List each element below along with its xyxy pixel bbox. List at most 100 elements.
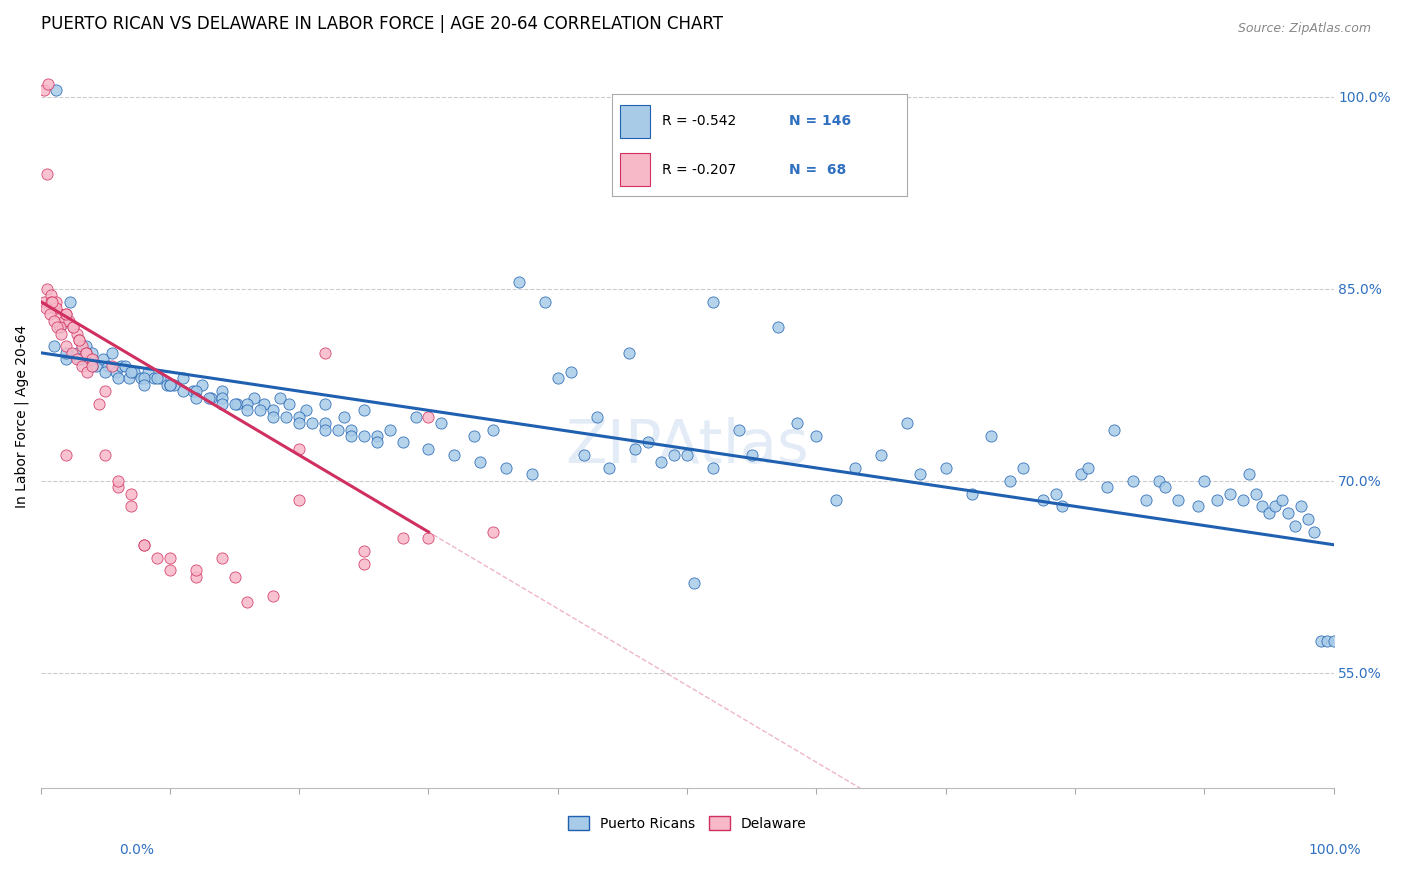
Point bbox=[1296, 512, 1319, 526]
Point bbox=[378, 423, 401, 437]
Point bbox=[844, 461, 866, 475]
Point bbox=[132, 538, 155, 552]
Point bbox=[1135, 492, 1157, 507]
Point bbox=[806, 429, 828, 443]
Text: Source: ZipAtlas.com: Source: ZipAtlas.com bbox=[1237, 22, 1371, 36]
Point bbox=[727, 423, 749, 437]
Point bbox=[42, 301, 65, 315]
Point bbox=[120, 365, 142, 379]
Point bbox=[100, 359, 122, 373]
Point bbox=[598, 461, 620, 475]
Point bbox=[82, 359, 104, 373]
Point bbox=[46, 320, 69, 334]
Point bbox=[82, 359, 104, 373]
Point bbox=[277, 397, 299, 411]
Bar bbox=[620, 105, 650, 137]
Point bbox=[547, 371, 569, 385]
Point bbox=[35, 282, 58, 296]
Point bbox=[1277, 506, 1299, 520]
Text: R = -0.542: R = -0.542 bbox=[662, 114, 737, 128]
Point bbox=[702, 461, 724, 475]
Point bbox=[75, 339, 97, 353]
Point bbox=[82, 352, 104, 367]
Point bbox=[55, 352, 77, 367]
Point bbox=[1154, 480, 1177, 494]
Point bbox=[262, 589, 284, 603]
Point bbox=[676, 448, 699, 462]
Point bbox=[75, 345, 97, 359]
Point bbox=[1303, 524, 1326, 539]
Point bbox=[38, 307, 60, 321]
Point bbox=[495, 461, 517, 475]
Point bbox=[42, 339, 65, 353]
Point bbox=[1239, 467, 1261, 482]
Point bbox=[70, 352, 93, 367]
Point bbox=[662, 448, 685, 462]
Point bbox=[59, 294, 82, 309]
Text: 100.0%: 100.0% bbox=[1309, 843, 1361, 857]
Point bbox=[62, 320, 84, 334]
Point bbox=[314, 345, 336, 359]
Point bbox=[333, 409, 356, 424]
Point bbox=[84, 359, 107, 373]
Point bbox=[243, 391, 266, 405]
Point bbox=[45, 294, 67, 309]
Point bbox=[1102, 423, 1125, 437]
Point bbox=[236, 595, 259, 609]
Point bbox=[191, 377, 214, 392]
Point bbox=[146, 550, 169, 565]
Point bbox=[534, 294, 557, 309]
Point bbox=[117, 371, 139, 385]
Point bbox=[1309, 633, 1331, 648]
Point bbox=[391, 435, 413, 450]
Point bbox=[184, 391, 207, 405]
Point bbox=[547, 845, 569, 859]
Point bbox=[49, 320, 72, 334]
Point bbox=[107, 371, 129, 385]
Point bbox=[288, 442, 311, 456]
Point bbox=[1187, 500, 1209, 514]
Point bbox=[114, 359, 136, 373]
Point bbox=[181, 384, 204, 399]
Point bbox=[70, 359, 93, 373]
Point bbox=[1147, 474, 1170, 488]
Point bbox=[236, 397, 259, 411]
Point bbox=[67, 333, 90, 347]
Point bbox=[1271, 492, 1294, 507]
Point bbox=[1219, 486, 1241, 500]
Point bbox=[159, 550, 181, 565]
Point bbox=[107, 480, 129, 494]
Point bbox=[39, 294, 62, 309]
Text: ZIPAtlas: ZIPAtlas bbox=[565, 417, 808, 476]
Point bbox=[148, 371, 170, 385]
Point bbox=[79, 352, 101, 367]
Point bbox=[1050, 500, 1073, 514]
Point bbox=[560, 365, 582, 379]
Point bbox=[211, 391, 233, 405]
Point bbox=[1000, 474, 1022, 488]
Point bbox=[1122, 474, 1144, 488]
Point bbox=[1264, 500, 1286, 514]
Point bbox=[1316, 633, 1339, 648]
Point bbox=[163, 377, 186, 392]
Point bbox=[184, 570, 207, 584]
Point bbox=[146, 371, 169, 385]
Y-axis label: In Labor Force | Age 20-64: In Labor Force | Age 20-64 bbox=[15, 325, 30, 508]
Point bbox=[585, 409, 607, 424]
Point bbox=[131, 371, 153, 385]
Point bbox=[1077, 461, 1099, 475]
Point bbox=[159, 563, 181, 577]
Point bbox=[314, 416, 336, 430]
Point bbox=[66, 352, 89, 367]
Point bbox=[314, 423, 336, 437]
Point bbox=[94, 365, 117, 379]
Point bbox=[67, 352, 90, 367]
Point bbox=[288, 416, 311, 430]
Point bbox=[104, 365, 127, 379]
Point bbox=[1032, 492, 1054, 507]
Point bbox=[184, 563, 207, 577]
Point bbox=[824, 492, 846, 507]
Point bbox=[156, 377, 179, 392]
Point bbox=[262, 403, 284, 417]
Point bbox=[960, 486, 983, 500]
